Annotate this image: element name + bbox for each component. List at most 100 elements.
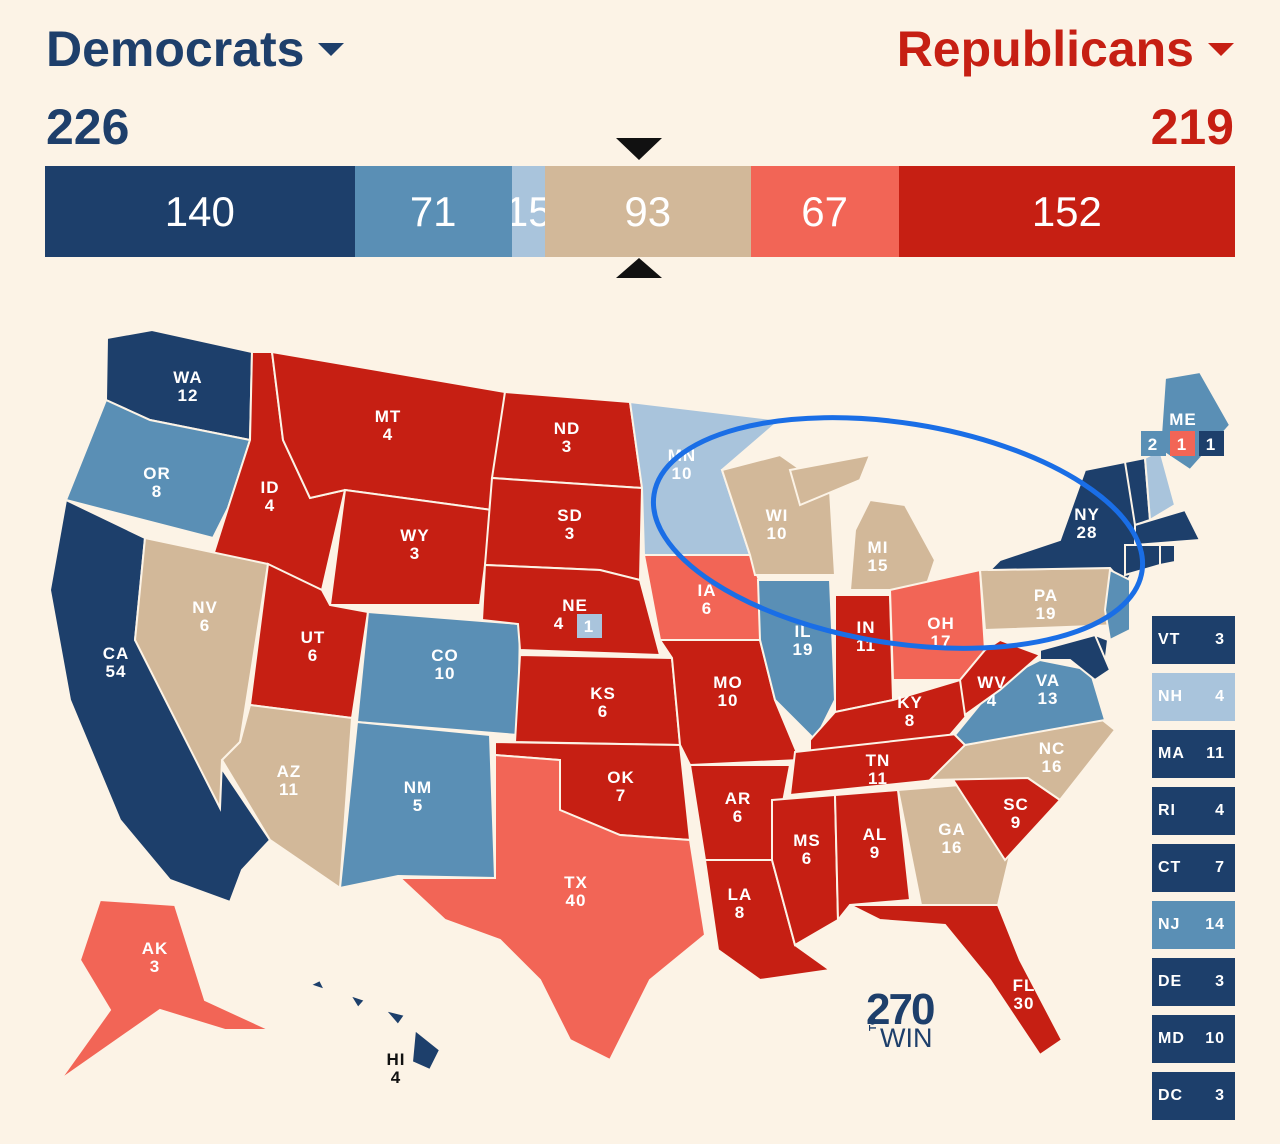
small-state-md[interactable]: MD 10 (1152, 1015, 1235, 1063)
small-state-abbr: VT (1158, 631, 1181, 648)
small-state-votes: 3 (1215, 973, 1225, 990)
state-hi[interactable] (307, 978, 442, 1072)
nebraska-district-box[interactable] (577, 614, 602, 638)
state-ms[interactable] (771, 793, 840, 947)
bar-segment-lean-dem[interactable]: 15 (511, 166, 545, 257)
state-label-la: LA 8 (728, 885, 753, 922)
state-abbr: WY (400, 526, 429, 545)
state-abbr: OH (927, 614, 955, 633)
state-label-nv: NV 6 (192, 598, 218, 635)
small-state-votes: 7 (1215, 859, 1225, 876)
state-abbr: NM (404, 778, 432, 797)
state-votes: 8 (905, 711, 915, 730)
small-state-abbr: DC (1158, 1087, 1184, 1104)
state-votes: 8 (152, 482, 162, 501)
state-label-ga: GA 16 (938, 820, 966, 857)
chevron-down-icon (1208, 42, 1234, 56)
nebraska-district-votes: 1 (584, 617, 594, 636)
state-sd[interactable] (483, 476, 644, 582)
small-state-de[interactable]: DE 3 (1152, 958, 1235, 1006)
bar-segment-likely-dem[interactable]: 71 (354, 166, 512, 257)
state-abbr: MO (713, 673, 742, 692)
state-ne[interactable] (480, 563, 662, 657)
state-nj[interactable] (1103, 568, 1131, 642)
state-label-az: AZ 11 (277, 762, 302, 799)
bar-segment-safe-dem[interactable]: 140 (45, 166, 355, 257)
state-al[interactable] (833, 788, 912, 923)
chevron-down-icon (318, 42, 345, 56)
state-label-co: CO 10 (431, 646, 459, 683)
state-label-ar: AR 6 (725, 789, 752, 826)
state-abbr: OK (607, 768, 635, 787)
state-abbr: FL (1013, 976, 1036, 995)
small-state-nh[interactable]: NH 4 (1152, 673, 1235, 721)
maine-district-box[interactable] (1199, 431, 1224, 456)
state-votes: 10 (767, 524, 788, 543)
state-abbr: SD (557, 506, 583, 525)
state-votes: 5 (413, 796, 423, 815)
state-votes: 3 (565, 524, 575, 543)
state-label-ut: UT 6 (301, 628, 326, 665)
state-az[interactable] (220, 703, 354, 890)
state-abbr: AR (725, 789, 752, 808)
state-abbr: PA (1034, 586, 1058, 605)
state-label-wi: WI 10 (766, 506, 789, 543)
state-label-ca: CA 54 (103, 644, 130, 681)
state-label-ny: NY 28 (1074, 505, 1100, 542)
maine-district-box[interactable] (1141, 431, 1166, 456)
state-abbr: LA (728, 885, 753, 904)
state-nh[interactable] (1143, 448, 1177, 522)
270-marker-top-icon (616, 138, 662, 160)
small-state-abbr: NH (1158, 688, 1184, 705)
state-votes: 13 (1038, 689, 1059, 708)
state-abbr: NY (1074, 505, 1100, 524)
state-md[interactable] (1039, 633, 1112, 682)
republicans-dropdown[interactable]: Republicans (897, 20, 1234, 78)
state-abbr: ID (261, 478, 280, 497)
state-fl[interactable] (849, 904, 1064, 1057)
state-tx[interactable] (397, 753, 707, 1062)
small-state-votes: 11 (1206, 745, 1225, 762)
state-label-me: ME (1169, 410, 1197, 429)
small-state-ma[interactable]: MA 11 (1152, 730, 1235, 778)
maine-district-votes: 1 (1177, 435, 1187, 454)
bar-segment-lean-rep[interactable]: 67 (750, 166, 899, 257)
state-votes: 6 (200, 616, 210, 635)
republicans-label: Republicans (896, 21, 1194, 77)
state-abbr: WI (766, 506, 789, 525)
democrats-label: Democrats (46, 21, 305, 77)
state-label-nm: NM 5 (404, 778, 432, 815)
state-label-ia: IA 6 (698, 581, 717, 618)
bar-segment-tossup[interactable]: 93 (544, 166, 751, 257)
270-marker-bottom-icon (616, 258, 662, 278)
state-votes: 4 (383, 425, 393, 444)
state-label-tx: TX 40 (564, 873, 588, 910)
state-ri[interactable] (1159, 544, 1176, 567)
state-votes: 11 (868, 769, 888, 788)
bar-segment-safe-rep[interactable]: 152 (898, 166, 1235, 257)
state-abbr: SC (1003, 795, 1029, 814)
maine-district-box[interactable] (1170, 431, 1195, 456)
small-state-ri[interactable]: RI 4 (1152, 787, 1235, 835)
small-state-abbr: DE (1158, 973, 1183, 990)
state-votes: 54 (106, 662, 127, 681)
state-votes: 3 (410, 544, 420, 563)
state-label-id: ID 4 (261, 478, 280, 515)
small-state-dc[interactable]: DC 3 (1152, 1072, 1235, 1120)
state-abbr: CA (103, 644, 130, 663)
270towin-logo: 270 TO WIN (866, 985, 935, 1053)
state-abbr: VA (1036, 671, 1060, 690)
democrats-dropdown[interactable]: Democrats (46, 20, 345, 78)
small-state-votes: 14 (1205, 916, 1225, 933)
state-votes: 3 (150, 957, 160, 976)
state-votes: 10 (672, 464, 693, 483)
state-ak[interactable] (59, 898, 271, 1081)
small-state-nj[interactable]: NJ 14 (1152, 901, 1235, 949)
state-votes: 16 (1042, 757, 1063, 776)
state-abbr: NV (192, 598, 218, 617)
state-votes: 40 (566, 891, 587, 910)
state-wy[interactable] (328, 488, 494, 606)
small-state-ct[interactable]: CT 7 (1152, 844, 1235, 892)
small-state-vt[interactable]: VT 3 (1152, 616, 1235, 664)
